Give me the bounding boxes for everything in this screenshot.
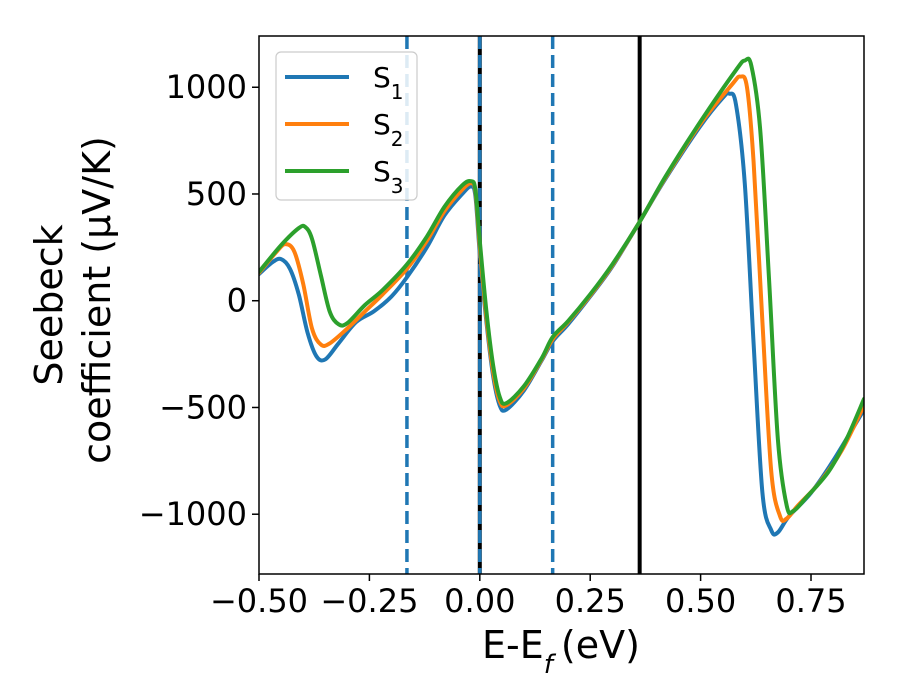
x-axis-ticks: −0.50 −0.25 0.00 0.25 0.50 0.75 [210,574,847,620]
reference-lines [405,36,642,574]
legend-label-2: S2 [373,108,404,151]
y-tick-label-2: 0 [227,282,247,320]
legend-label-3: S3 [373,155,404,198]
y-tick-label-0: 1000 [166,68,247,106]
x-tick-label-1: −0.25 [320,582,418,620]
legend-label-1: S1 [373,61,404,104]
y-tick-label-4: −1000 [139,495,247,533]
y-tick-label-3: −500 [159,388,247,426]
series-line-1 [259,91,864,537]
y-axis-ticks: 1000 500 0 −500 −1000 [139,68,259,533]
x-tick-label-5: 0.75 [775,582,846,620]
series-line-3 [259,56,864,516]
x-tick-label-2: 0.00 [444,582,515,620]
series-layer [259,56,864,537]
y-tick-label-1: 500 [186,175,247,213]
x-axis-label: E-Ef (eV) [482,623,640,680]
plot-frame [258,35,865,575]
y-axis-label-line1: Seebeck [27,224,71,385]
x-tick-label-4: 0.50 [665,582,736,620]
y-axis-label-line2: coefficient (μV/K) [75,136,119,464]
x-tick-label-0: −0.50 [210,582,308,620]
x-tick-label-3: 0.25 [555,582,626,620]
